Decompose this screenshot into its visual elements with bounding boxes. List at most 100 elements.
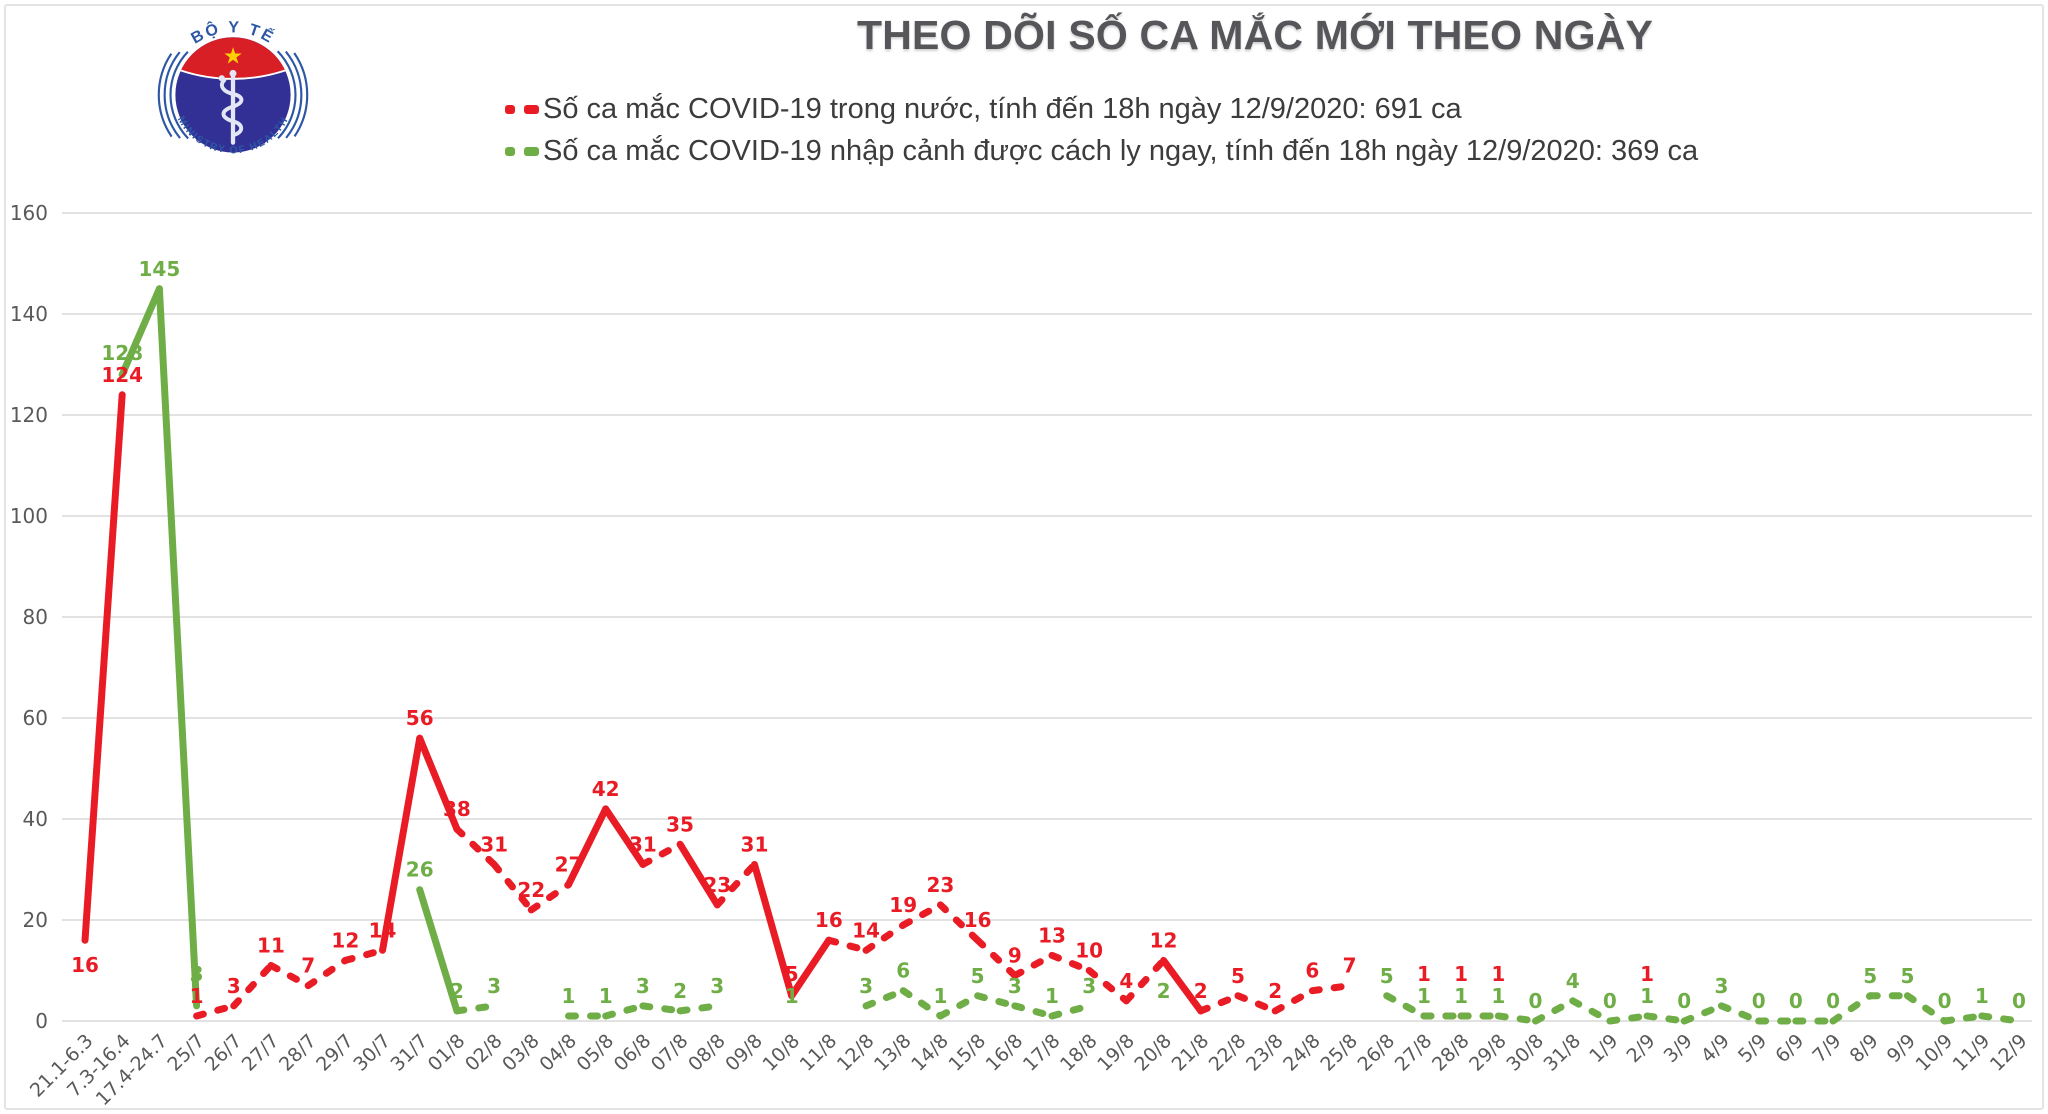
data-label: 26 bbox=[406, 858, 434, 882]
series-segment-domestic bbox=[750, 860, 796, 1000]
series-segment-domestic bbox=[81, 391, 126, 944]
x-axis-label: 08/8 bbox=[684, 1030, 730, 1076]
series-segment-domestic bbox=[230, 961, 275, 1010]
x-axis-label: 5/9 bbox=[1734, 1030, 1771, 1067]
data-label: 2 bbox=[1268, 979, 1282, 1003]
x-axis-label: 19/8 bbox=[1093, 1030, 1139, 1076]
x-axis-label: 02/8 bbox=[461, 1030, 507, 1076]
data-label: 3 bbox=[859, 974, 873, 998]
series-segment-domestic bbox=[565, 805, 610, 889]
data-label: 1 bbox=[1640, 962, 1654, 986]
data-label: 5 bbox=[1863, 964, 1877, 988]
data-label: 16 bbox=[815, 908, 843, 932]
data-label: 3 bbox=[1715, 974, 1729, 998]
x-axis-label: 10/8 bbox=[758, 1030, 804, 1076]
data-label: 2 bbox=[673, 979, 687, 1003]
legend-item-imported: Số ca mắc COVID-19 nhập cảnh được cách l… bbox=[505, 130, 1698, 172]
series-segment-domestic bbox=[416, 734, 461, 833]
data-label: 4 bbox=[1566, 969, 1580, 993]
data-label: 56 bbox=[406, 706, 434, 730]
series-segment-domestic bbox=[490, 860, 535, 914]
series-segment-imported bbox=[862, 987, 907, 1010]
series-segment-domestic bbox=[1122, 956, 1168, 1005]
data-label: 1 bbox=[1454, 962, 1468, 986]
series-segment-domestic bbox=[304, 956, 349, 990]
x-axis-label: 21/8 bbox=[1168, 1030, 1214, 1076]
data-label: 0 bbox=[1752, 989, 1766, 1013]
data-label: 0 bbox=[2012, 989, 2026, 1013]
series-segment-imported bbox=[936, 992, 982, 1020]
x-axis-label: 8/9 bbox=[1846, 1030, 1883, 1067]
series-segment-imported bbox=[1941, 1012, 1986, 1025]
data-label: 3 bbox=[710, 974, 724, 998]
data-label: 0 bbox=[1826, 989, 1840, 1013]
data-label: 2 bbox=[450, 979, 464, 1003]
data-label: 124 bbox=[101, 363, 143, 387]
series-segment-domestic bbox=[1308, 982, 1354, 995]
x-axis-label: 04/8 bbox=[535, 1030, 581, 1076]
data-label: 5 bbox=[971, 964, 985, 988]
data-label: 6 bbox=[1305, 959, 1319, 983]
legend-label-imported: Số ca mắc COVID-19 nhập cảnh được cách l… bbox=[543, 134, 1699, 167]
x-axis-label: 1/9 bbox=[1585, 1030, 1622, 1067]
x-axis-label: 12/9 bbox=[1986, 1030, 2032, 1076]
data-label: 1 bbox=[190, 984, 204, 1008]
y-axis-label: 60 bbox=[23, 706, 48, 730]
x-axis-label: 7/9 bbox=[1808, 1030, 1845, 1067]
star-icon: ★ bbox=[223, 44, 243, 70]
x-axis-label: 03/8 bbox=[498, 1030, 544, 1076]
data-label: 1 bbox=[1491, 984, 1505, 1008]
data-label: 1 bbox=[1640, 984, 1654, 1008]
series-segment-imported bbox=[1680, 1002, 1725, 1025]
data-label: 1 bbox=[562, 984, 576, 1008]
chart-legend: Số ca mắc COVID-19 trong nước, tính đến … bbox=[505, 88, 1698, 172]
x-axis-label: 07/8 bbox=[647, 1030, 693, 1076]
x-axis-label: 31/8 bbox=[1539, 1030, 1585, 1076]
data-label: 42 bbox=[592, 777, 620, 801]
data-label: 0 bbox=[1677, 989, 1691, 1013]
series-segment-domestic bbox=[1085, 967, 1130, 1005]
x-axis-label: 24/8 bbox=[1279, 1030, 1325, 1076]
data-label: 3 bbox=[487, 974, 501, 998]
data-label: 7 bbox=[301, 954, 315, 978]
x-axis-label: 17/8 bbox=[1019, 1030, 1065, 1076]
x-axis-label: 27/8 bbox=[1391, 1030, 1437, 1076]
y-axis-label: 80 bbox=[23, 605, 48, 629]
series-segment-imported bbox=[1643, 1012, 1688, 1025]
x-axis-label: 6/9 bbox=[1771, 1030, 1808, 1067]
data-label: 3 bbox=[190, 962, 204, 986]
series-segment-imported bbox=[1011, 1002, 1056, 1020]
data-label: 12 bbox=[1150, 928, 1178, 952]
series-segment-domestic bbox=[676, 840, 721, 909]
series-segment-domestic bbox=[1197, 992, 1242, 1015]
series-segment-domestic bbox=[527, 881, 572, 914]
series-segment-imported bbox=[639, 1002, 684, 1015]
data-label: 3 bbox=[227, 974, 241, 998]
series-segment-imported bbox=[118, 285, 163, 379]
green-dash-icon bbox=[505, 146, 539, 156]
page-title: THEO DÕI SỐ CA MẮC MỚI THEO NGÀY bbox=[856, 12, 1654, 58]
x-axis-label: 28/7 bbox=[275, 1030, 321, 1076]
data-label: 5 bbox=[1900, 964, 1914, 988]
x-axis-label: 29/7 bbox=[312, 1030, 358, 1076]
x-axis-label: 22/8 bbox=[1205, 1030, 1251, 1076]
logo-side-arcs bbox=[157, 19, 309, 171]
x-axis-label: 13/8 bbox=[870, 1030, 916, 1076]
data-label: 3 bbox=[1008, 974, 1022, 998]
y-axis-label: 160 bbox=[10, 201, 48, 225]
x-axis-label: 25/8 bbox=[1316, 1030, 1362, 1076]
series-segment-domestic bbox=[788, 936, 833, 1000]
x-axis-label: 3/9 bbox=[1660, 1030, 1697, 1067]
series-segment-domestic bbox=[639, 840, 684, 868]
series-segment-domestic bbox=[341, 946, 387, 964]
series-segment-imported bbox=[416, 886, 461, 1015]
x-axis-label: 15/8 bbox=[944, 1030, 990, 1076]
data-label: 27 bbox=[555, 853, 583, 877]
series-segment-imported bbox=[1903, 992, 1949, 1025]
x-axis-label: 01/8 bbox=[424, 1030, 470, 1076]
x-axis-label: 18/8 bbox=[1056, 1030, 1102, 1076]
data-label: 35 bbox=[666, 812, 694, 836]
series-segment-domestic bbox=[1234, 992, 1279, 1015]
y-axis-label: 40 bbox=[23, 807, 48, 831]
